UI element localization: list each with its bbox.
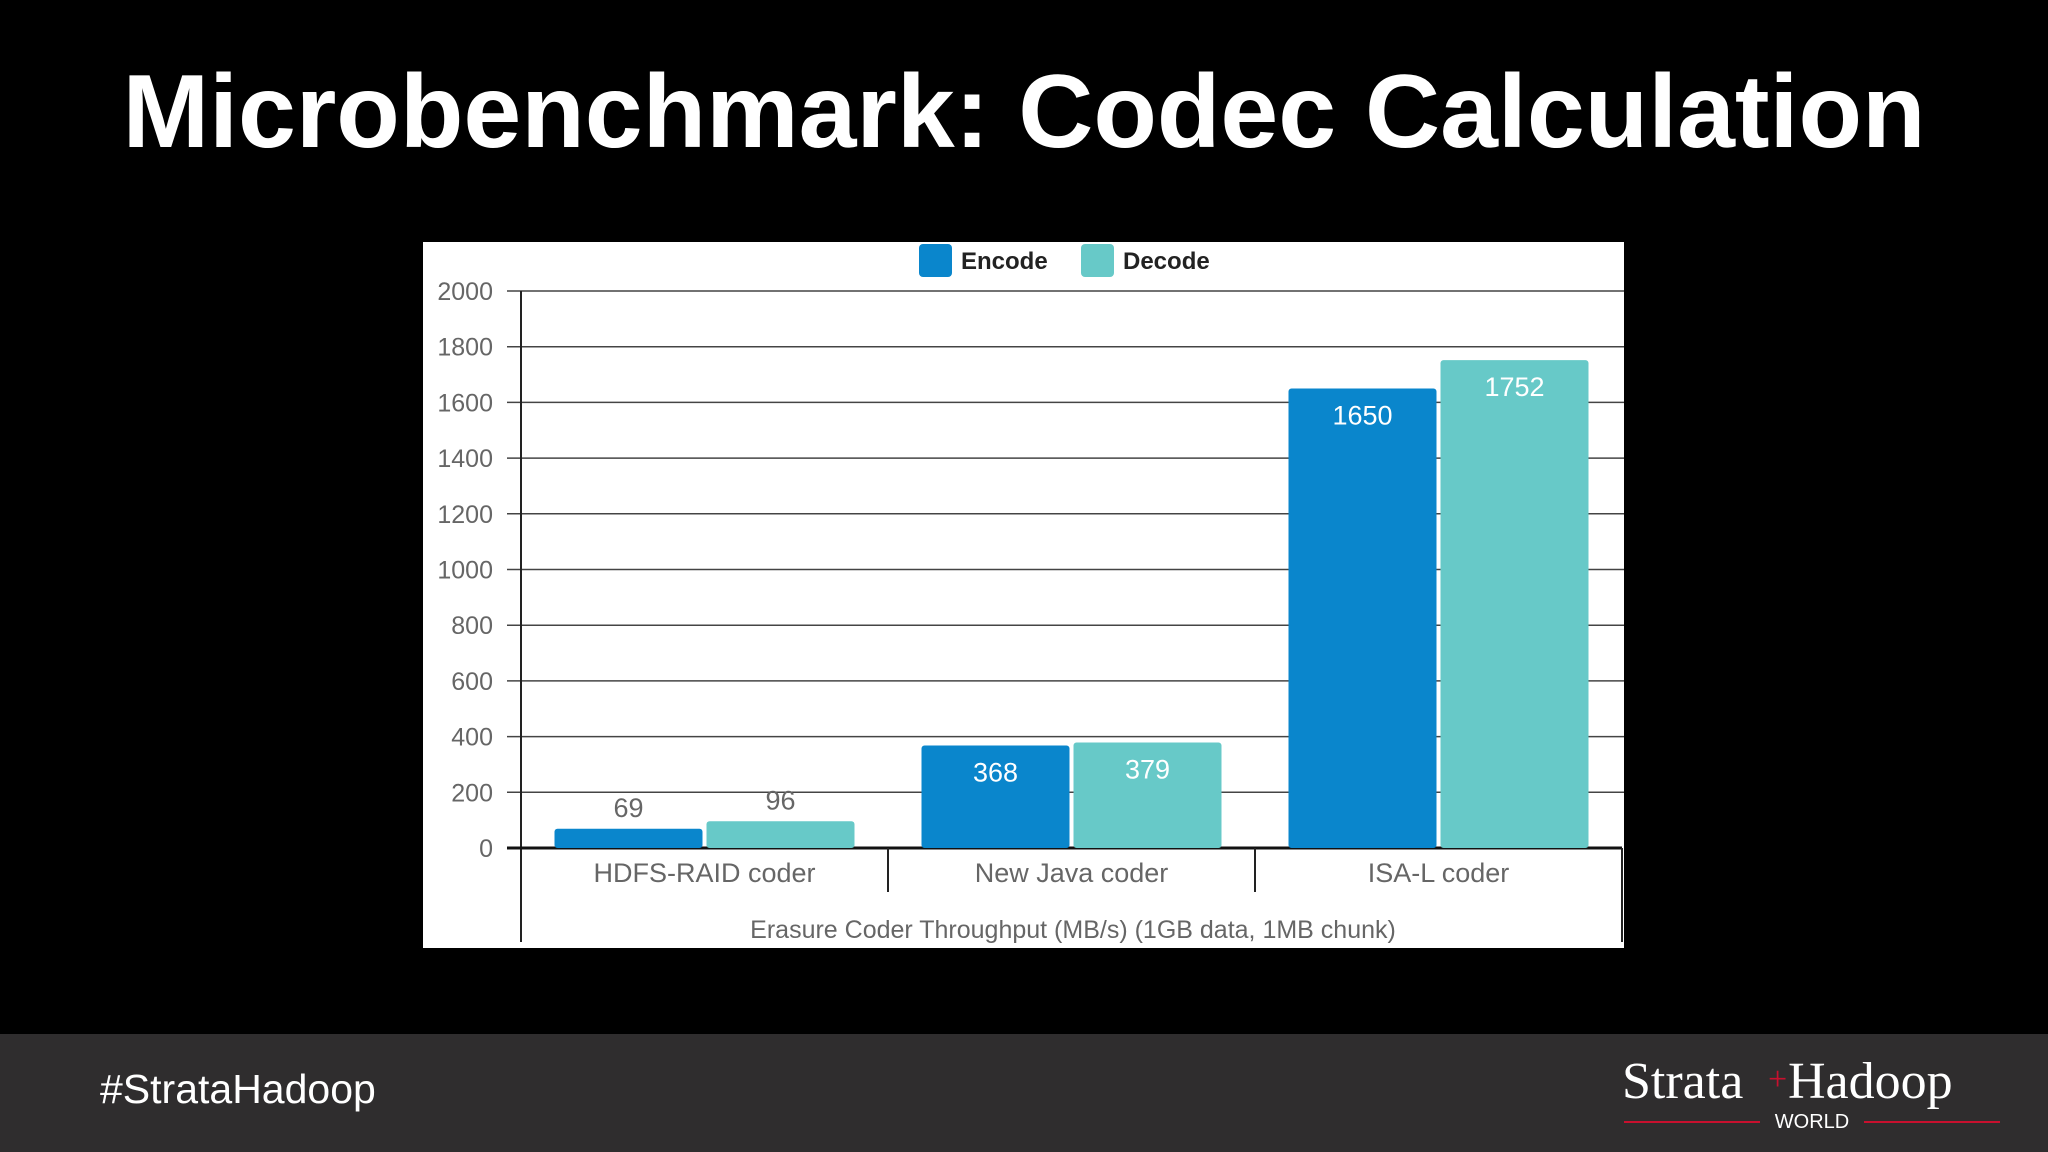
slide-title: Microbenchmark: Codec Calculation — [122, 54, 1926, 170]
y-tick-label: 200 — [451, 779, 493, 807]
strata-hadoop-world-logo: Strata + Hadoop WORLD — [1622, 1053, 2000, 1133]
bar-decode — [706, 821, 855, 848]
logo-word-strata: Strata — [1622, 1053, 1743, 1110]
data-label: 368 — [973, 758, 1018, 788]
y-tick-label: 800 — [451, 612, 493, 640]
legend-label-encode: Encode — [961, 248, 1048, 275]
y-tick-label: 1800 — [437, 334, 493, 362]
bar-encode — [921, 745, 1070, 848]
y-tick-label: 0 — [479, 835, 493, 863]
data-label: 69 — [613, 793, 643, 823]
legend-swatch-decode — [1081, 244, 1114, 277]
bar-decode — [1073, 742, 1222, 848]
logo-word-hadoop: Hadoop — [1788, 1053, 1953, 1110]
y-tick-label: 400 — [451, 724, 493, 752]
data-label: 1752 — [1484, 372, 1544, 402]
x-tick-label: New Java coder — [975, 858, 1169, 888]
bar-encode — [554, 828, 703, 848]
x-tick-label: HDFS-RAID coder — [593, 858, 815, 888]
x-axis-title: Erasure Coder Throughput (MB/s) (1GB dat… — [750, 916, 1396, 944]
y-tick-label: 2000 — [437, 278, 493, 306]
data-label: 379 — [1125, 754, 1170, 784]
x-tick-label: ISA-L coder — [1368, 858, 1510, 888]
y-tick-label: 1000 — [437, 557, 493, 585]
hashtag-text: #StrataHadoop — [100, 1066, 376, 1112]
bar-encode — [1288, 388, 1437, 848]
logo-plus-icon: + — [1768, 1061, 1787, 1098]
bar-chart: 0 200 400 600 800 1000 1200 1400 1600 1800 2000 HDF… — [437, 244, 1624, 944]
legend-label-decode: Decode — [1123, 248, 1210, 275]
y-tick-label: 1400 — [437, 445, 493, 473]
chart-panel: 0 200 400 600 800 1000 1200 1400 1600 1800 2000 HDF… — [423, 242, 1624, 948]
data-label: 1650 — [1332, 400, 1392, 430]
y-tick-label: 1200 — [437, 501, 493, 529]
data-label: 96 — [765, 785, 795, 815]
y-tick-label: 600 — [451, 668, 493, 696]
legend-swatch-encode — [919, 244, 952, 277]
logo-word-world: WORLD — [1775, 1111, 1849, 1133]
y-tick-label: 1600 — [437, 389, 493, 417]
footer-bar — [0, 1034, 2048, 1152]
bar-decode — [1440, 360, 1589, 848]
